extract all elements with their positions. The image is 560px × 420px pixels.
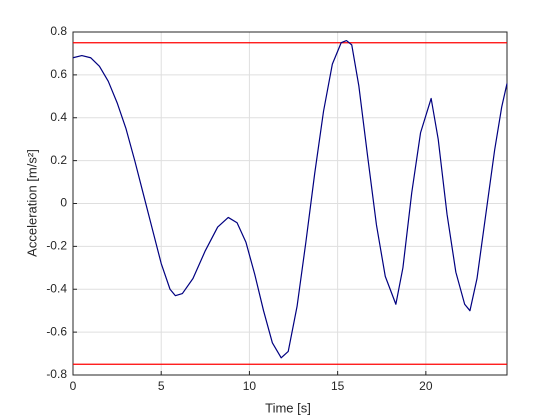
y-tick-label: 0.4	[50, 110, 67, 124]
x-tick-label: 10	[243, 379, 257, 393]
x-tick-label: 20	[419, 379, 433, 393]
y-tick-label: -0.4	[46, 281, 67, 295]
x-axis-label: Time [s]	[265, 400, 311, 415]
y-axis-label: Acceleration [m/s²]	[24, 149, 39, 257]
y-tick-label: 0.2	[50, 153, 67, 167]
y-tick-label: 0.6	[50, 67, 67, 81]
y-tick-label: -0.6	[46, 324, 67, 338]
y-tick-label: -0.2	[46, 239, 67, 253]
x-tick-label: 0	[70, 379, 77, 393]
x-tick-label: 15	[331, 379, 345, 393]
x-tick-label: 5	[158, 379, 165, 393]
y-tick-label: 0.8	[50, 24, 67, 38]
y-tick-label: 0	[60, 196, 67, 210]
y-tick-label: -0.8	[46, 367, 67, 381]
data-line	[72, 39, 508, 359]
axes-box	[72, 31, 508, 376]
